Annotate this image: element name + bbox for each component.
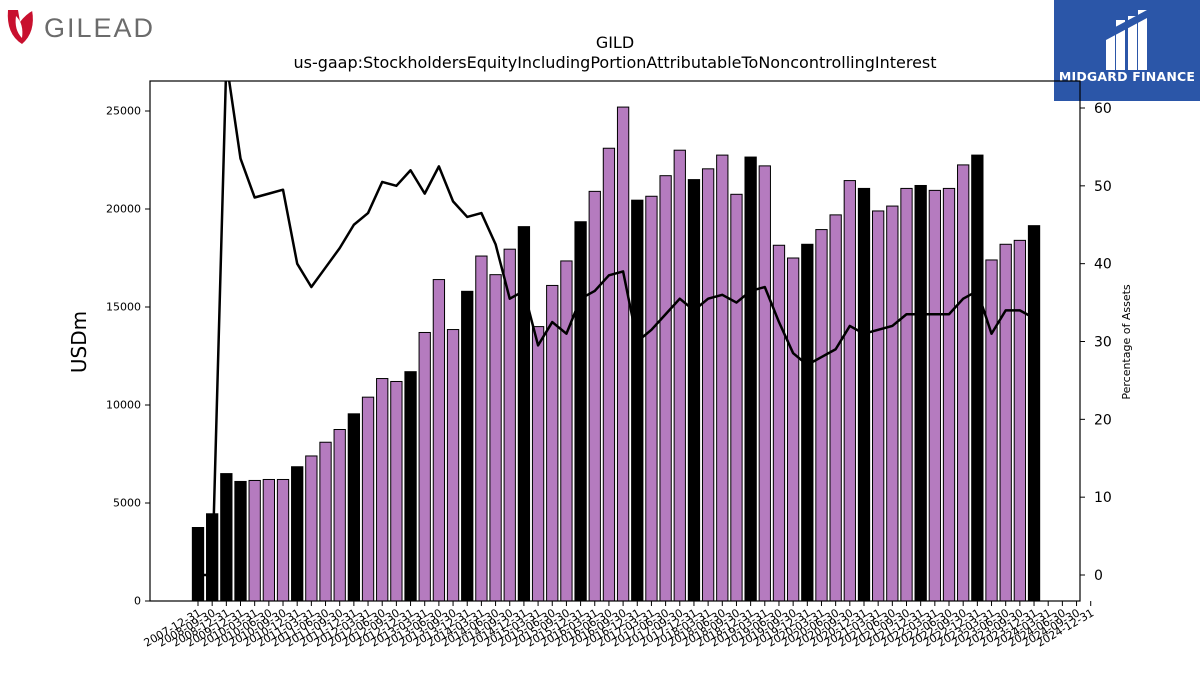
bar: [517, 226, 531, 602]
bar: [234, 480, 247, 602]
bar: [942, 187, 956, 602]
bar: [914, 184, 927, 602]
bar: [801, 243, 814, 602]
bar: [305, 455, 318, 602]
midgard-wordmark: MIDGARD FINANCE: [1058, 69, 1196, 84]
bar: [631, 199, 644, 602]
y-tick-label-left: 10000: [106, 399, 141, 412]
y-tick-label-left: 25000: [106, 105, 141, 118]
y-tick-label-left: 0: [134, 595, 141, 608]
chart-title: GILD: [596, 33, 634, 52]
gilead-logo: GILEAD: [4, 4, 164, 48]
bar: [404, 371, 417, 602]
bar: [390, 380, 403, 602]
y-tick-label-right: 40: [1094, 257, 1112, 273]
bar: [574, 221, 587, 602]
bar: [815, 229, 828, 602]
bar: [588, 190, 601, 602]
bar: [220, 473, 233, 602]
bar: [461, 290, 474, 602]
y-tick-label-right: 50: [1094, 179, 1112, 195]
gilead-wordmark: GILEAD: [44, 13, 155, 43]
bar: [928, 189, 941, 602]
bar: [886, 205, 899, 602]
bar: [985, 259, 998, 602]
axes: 0500010000150002000025000010203040506020…: [106, 80, 1112, 650]
bar: [829, 214, 842, 602]
bar: [716, 154, 729, 602]
bar: [319, 441, 332, 602]
bar: [291, 466, 304, 602]
y-tick-label-right: 10: [1094, 490, 1112, 506]
bar: [560, 260, 573, 602]
bar: [475, 255, 488, 602]
y-axis-label-left: USDm: [67, 311, 91, 373]
bar: [347, 413, 361, 602]
y-axis-label-right: Percentage of Assets: [1120, 284, 1133, 400]
midgard-mark-icon: [1106, 10, 1147, 70]
bar: [772, 244, 786, 602]
bar: [673, 149, 686, 602]
bar: [786, 257, 800, 602]
chart-subtitle: us-gaap:StockholdersEquityIncludingPorti…: [293, 53, 936, 72]
y-tick-label-right: 0: [1094, 568, 1103, 584]
bar: [546, 284, 559, 602]
bar: [602, 147, 616, 602]
bar-series: [191, 106, 1041, 602]
bar: [333, 429, 346, 602]
bar: [957, 164, 970, 602]
percent-series: [198, 81, 1035, 577]
bar: [659, 175, 672, 602]
percent-line: [198, 81, 1035, 577]
y-tick-label-left: 5000: [113, 497, 141, 510]
y-tick-label-left: 15000: [106, 301, 141, 314]
bar: [262, 478, 276, 602]
bar: [191, 527, 205, 602]
bar: [701, 168, 715, 602]
bar: [999, 243, 1012, 602]
bar: [503, 248, 516, 602]
bar: [489, 274, 502, 602]
bar: [361, 396, 375, 602]
bar: [446, 329, 460, 602]
bar: [971, 154, 984, 602]
bar: [1027, 225, 1041, 602]
bar: [248, 479, 261, 602]
bar: [843, 180, 856, 602]
bar: [857, 187, 871, 602]
bar: [531, 326, 545, 602]
bar: [900, 187, 913, 602]
bar: [418, 331, 431, 602]
y-tick-label-right: 20: [1094, 412, 1112, 428]
midgard-finance-logo: MIDGARD FINANCE: [1054, 0, 1200, 101]
bar: [276, 478, 290, 602]
bar: [432, 279, 446, 602]
gilead-mark-icon: GILEAD: [7, 8, 155, 44]
y-tick-label-left: 20000: [106, 203, 141, 216]
bar: [645, 195, 658, 602]
bar: [376, 378, 389, 602]
bar: [758, 165, 771, 602]
y-tick-label-right: 60: [1094, 101, 1112, 117]
y-tick-label-right: 30: [1094, 335, 1112, 351]
bar: [872, 210, 885, 602]
bar: [744, 156, 757, 602]
bar: [687, 179, 701, 602]
bar: [1013, 239, 1027, 602]
bar: [730, 193, 743, 602]
bar: [616, 106, 630, 602]
